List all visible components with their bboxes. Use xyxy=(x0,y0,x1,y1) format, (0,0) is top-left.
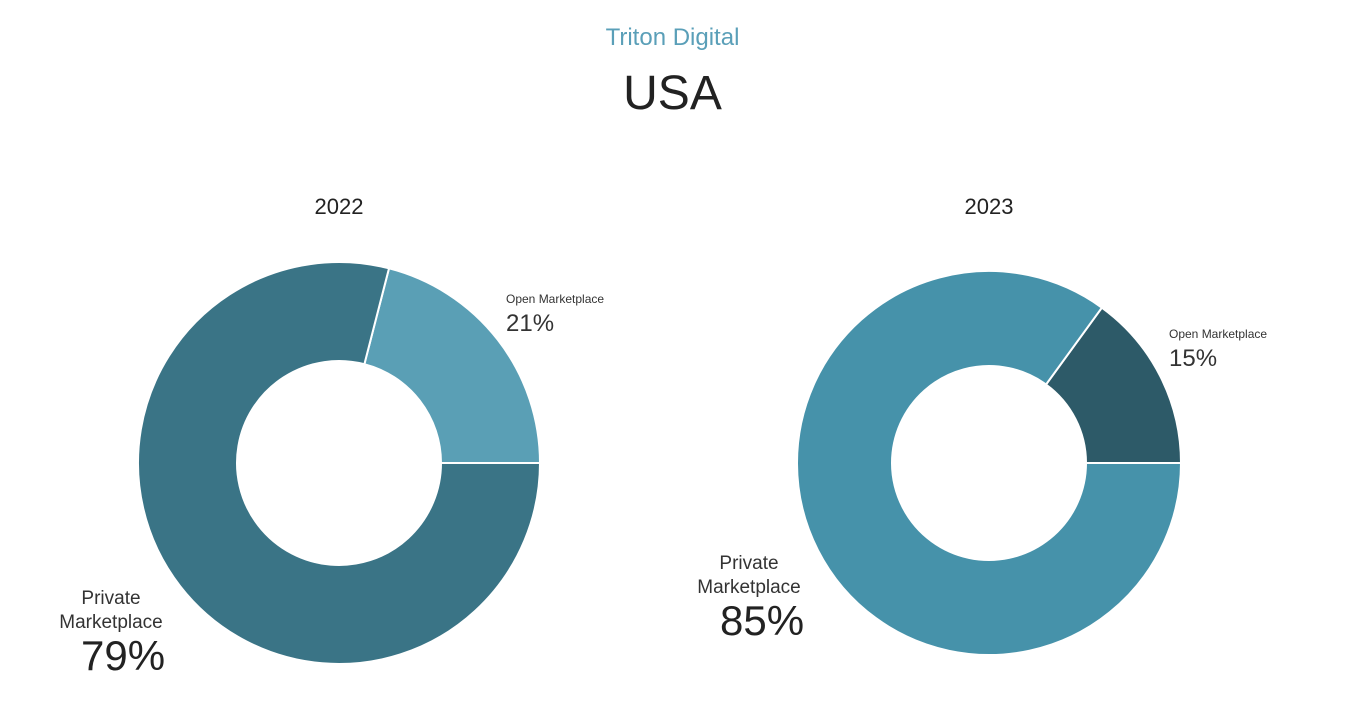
value-open-marketplace-2023: 15% xyxy=(1169,345,1218,372)
label-open-marketplace-2022: Open Marketplace xyxy=(506,292,605,306)
label-private-marketplace-2022: Private Marketplace xyxy=(59,588,163,633)
donut-2022 xyxy=(137,261,542,665)
slice-private-marketplace-2023 xyxy=(796,270,1183,656)
brand-name: Triton Digital xyxy=(605,24,740,51)
slice-private-marketplace-2022 xyxy=(137,261,542,665)
label-open-marketplace-2023: Open Marketplace xyxy=(1169,327,1268,341)
donut-2023 xyxy=(796,270,1183,656)
value-open-marketplace-2022: 21% xyxy=(506,310,555,337)
value-private-marketplace-2022: 79% xyxy=(81,632,166,679)
slice-open-marketplace-2022 xyxy=(363,267,542,464)
page-title: USA xyxy=(623,67,722,120)
label-private-marketplace-2023: Private Marketplace xyxy=(697,553,801,598)
chart-title-2022: 2022 xyxy=(314,194,364,219)
chart-title-2023: 2023 xyxy=(964,194,1014,219)
value-private-marketplace-2023: 85% xyxy=(720,597,805,644)
